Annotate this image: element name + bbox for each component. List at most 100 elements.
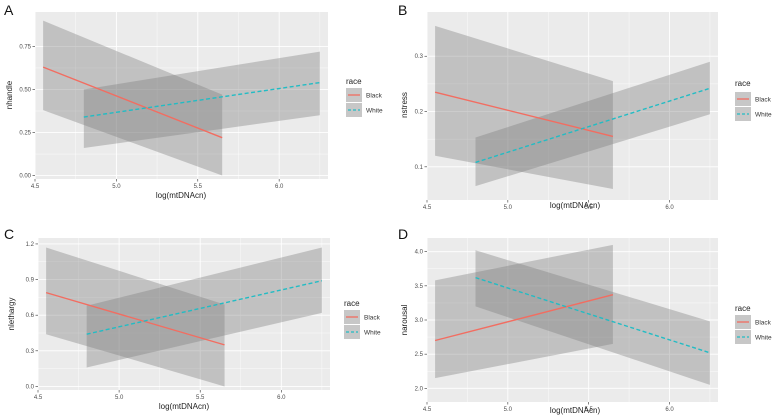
legend-title-A: race — [346, 77, 362, 86]
y-axis-label-A: nhandle — [5, 80, 14, 109]
x-axis-label-B: log(mtDNAcn) — [550, 201, 601, 210]
ci-ribbon-black-D — [435, 244, 613, 379]
y-tick-label-C: 0.9 — [26, 278, 35, 284]
x-tick-label-D: 5.0 — [504, 407, 513, 413]
panel-letter-D: D — [398, 226, 408, 242]
panel-D: D 4.5 5.0 5.5 6.0 2.0 2.5 3.0 3.5 4.0 log(mtDNA… — [398, 226, 772, 415]
x-ticks-D: 4.5 5.0 5.5 6.0 — [423, 402, 674, 413]
legend-key-black-C: Black — [344, 310, 381, 324]
y-tick-label-B: 0.2 — [415, 110, 424, 116]
y-ticks-D: 2.0 2.5 3.0 3.5 4.0 — [415, 250, 427, 392]
gridlines-C — [37, 238, 330, 390]
panel-letter-B: B — [398, 2, 407, 18]
y-axis-label-D: narousal — [400, 304, 409, 335]
ci-ribbon-white-D — [475, 250, 710, 385]
y-tick-label-D: 3.0 — [415, 318, 424, 324]
legend-key-black-D: Black — [735, 315, 772, 329]
legend-D: race Black White — [735, 304, 772, 344]
legend-C: race Black White — [344, 299, 381, 339]
fit-line-white-B — [475, 87, 711, 164]
y-ticks-A: 0.00 0.25 0.50 0.75 — [19, 44, 35, 180]
panel-B: B 4.5 5.0 5.5 6.0 0.1 0.2 0.3 log(mtDNAcn) ns… — [398, 2, 772, 211]
gridlines-B — [426, 12, 718, 200]
x-tick-label-D: 5.5 — [584, 407, 593, 413]
y-tick-label-C: 0.3 — [26, 349, 35, 355]
gridlines-D — [426, 238, 718, 402]
y-tick-label-D: 4.0 — [415, 250, 424, 256]
y-tick-label-A: 0.75 — [19, 44, 31, 50]
y-axis-label-C: nlethargy — [7, 298, 16, 331]
ci-ribbon-black-C — [46, 247, 225, 387]
y-tick-label-A: 0.00 — [19, 174, 31, 180]
data-marks-D — [434, 244, 711, 385]
fit-line-white-D — [475, 276, 711, 354]
legend-A: race Black White — [346, 77, 383, 117]
legend-title-C: race — [344, 299, 360, 308]
panel-letter-A: A — [4, 2, 14, 18]
x-tick-label-C: 5.5 — [196, 395, 205, 401]
fit-line-white-C — [86, 280, 323, 335]
ci-ribbon-black-B — [435, 25, 613, 189]
gridlines-A — [34, 12, 328, 179]
x-tick-label-A: 5.5 — [194, 184, 203, 190]
x-tick-label-A: 5.0 — [112, 184, 121, 190]
legend-title-D: race — [735, 304, 751, 313]
legend-key-white-D: White — [735, 330, 772, 344]
y-ticks-B: 0.1 0.2 0.3 — [415, 54, 427, 171]
legend-label-white-A: White — [366, 108, 383, 115]
x-ticks-C: 4.5 5.0 5.5 6.0 — [34, 390, 286, 401]
y-tick-label-D: 2.5 — [415, 352, 424, 358]
y-ticks-C: 0.0 0.3 0.6 0.9 1.2 — [26, 242, 38, 390]
legend-key-white-C: White — [344, 325, 381, 339]
panel-letter-C: C — [4, 226, 14, 242]
legend-label-white-C: White — [364, 330, 381, 337]
data-marks-C — [45, 247, 323, 387]
x-tick-label-C: 6.0 — [277, 395, 286, 401]
legend-label-black-A: Black — [366, 93, 383, 100]
x-axis-label-A: log(mtDNAcn) — [156, 191, 207, 200]
x-tick-label-C: 4.5 — [34, 395, 43, 401]
fit-line-black-A — [42, 66, 223, 139]
x-axis-label-C: log(mtDNAcn) — [159, 402, 210, 411]
x-tick-label-C: 5.0 — [115, 395, 124, 401]
legend-label-black-C: Black — [364, 315, 381, 322]
y-tick-label-D: 2.0 — [415, 386, 424, 392]
x-tick-label-B: 6.0 — [665, 205, 674, 211]
y-tick-label-C: 0.6 — [26, 313, 35, 319]
x-axis-label-D: log(mtDNAcn) — [550, 406, 601, 415]
data-marks-A — [42, 20, 320, 176]
fit-line-white-A — [83, 81, 320, 118]
x-tick-label-B: 5.0 — [504, 205, 513, 211]
legend-title-B: race — [735, 79, 751, 88]
legend-label-black-D: Black — [755, 320, 772, 327]
x-ticks-B: 4.5 5.0 5.5 6.0 — [423, 200, 674, 211]
y-tick-label-C: 1.2 — [26, 242, 35, 248]
x-tick-label-B: 4.5 — [423, 205, 432, 211]
panel-A: A 4.5 5.0 5.5 6.0 0.00 0.25 0.50 0.75 log(mtDN… — [4, 2, 383, 200]
y-tick-label-B: 0.3 — [415, 54, 424, 60]
ci-ribbon-black-A — [43, 20, 223, 176]
y-tick-label-B: 0.1 — [415, 165, 424, 171]
x-tick-label-A: 6.0 — [275, 184, 284, 190]
legend-key-white-B: White — [735, 107, 772, 121]
x-tick-label-D: 4.5 — [423, 407, 432, 413]
legend-B: race Black White — [735, 79, 772, 121]
fit-line-black-C — [45, 291, 225, 346]
y-tick-label-C: 0.0 — [26, 384, 35, 390]
x-tick-label-A: 4.5 — [31, 184, 40, 190]
legend-label-white-B: White — [755, 112, 772, 119]
legend-label-black-B: Black — [755, 97, 772, 104]
y-axis-label-B: nstress — [400, 92, 409, 118]
legend-key-black-A: Black — [346, 88, 383, 102]
legend-label-white-D: White — [755, 335, 772, 342]
y-tick-label-D: 3.5 — [415, 284, 424, 290]
fit-line-black-D — [434, 294, 614, 342]
panel-C: C 4.5 5.0 5.5 6.0 0.0 0.3 0.6 0.9 1.2 log(mtDNA… — [4, 226, 381, 411]
y-tick-label-A: 0.50 — [19, 87, 31, 93]
x-tick-label-D: 6.0 — [665, 407, 674, 413]
data-marks-B — [434, 25, 711, 189]
legend-key-white-A: White — [346, 103, 383, 117]
x-ticks-A: 4.5 5.0 5.5 6.0 — [31, 179, 284, 190]
y-tick-label-A: 0.25 — [19, 131, 31, 137]
